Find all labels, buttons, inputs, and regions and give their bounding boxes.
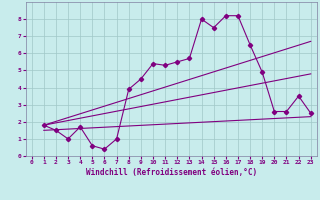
X-axis label: Windchill (Refroidissement éolien,°C): Windchill (Refroidissement éolien,°C) — [86, 168, 257, 177]
